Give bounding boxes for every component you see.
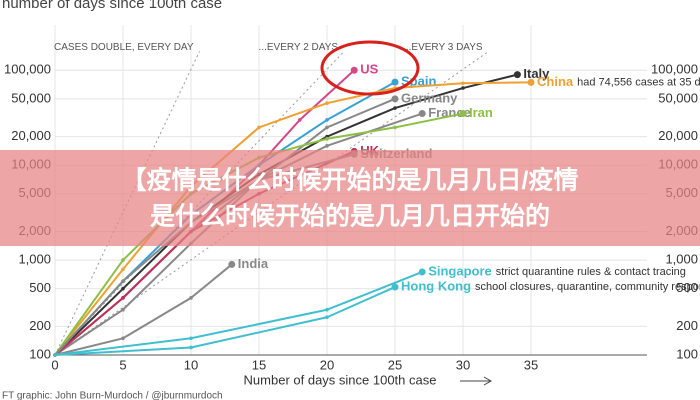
point bbox=[325, 307, 329, 312]
y-tick-label: 200 bbox=[676, 318, 698, 333]
x-tick-label: 15 bbox=[252, 357, 266, 372]
point bbox=[527, 78, 535, 86]
banner-text: 是什么时候开始的是几月几日开始的 bbox=[150, 202, 550, 231]
guide-label: CASES DOUBLE, EVERY DAY bbox=[54, 42, 194, 53]
series-label: Italy bbox=[523, 66, 550, 81]
point bbox=[513, 71, 521, 79]
y-tick-label: 100 bbox=[676, 346, 698, 361]
axis-arrow-head bbox=[483, 376, 493, 386]
point bbox=[121, 258, 125, 262]
y-tick-label: 100,000 bbox=[4, 62, 51, 77]
series-label: Hong Kong bbox=[401, 278, 471, 293]
point bbox=[350, 66, 358, 74]
point bbox=[121, 267, 125, 272]
series-line bbox=[54, 271, 423, 356]
series-label: Iran bbox=[469, 105, 493, 120]
chart-title: number of days since 100th case bbox=[2, 0, 222, 12]
y-tick-label: 100,000 bbox=[651, 62, 698, 77]
y-tick-label: 500 bbox=[29, 280, 51, 295]
y-tick-label: 500 bbox=[676, 280, 698, 295]
y-tick-label: 20,000 bbox=[11, 128, 51, 143]
point bbox=[53, 353, 57, 357]
point bbox=[391, 95, 399, 103]
y-tick-label: 200 bbox=[29, 318, 51, 333]
y-tick-label: 50,000 bbox=[11, 90, 51, 105]
point bbox=[393, 125, 397, 130]
x-tick-label: 30 bbox=[456, 357, 470, 372]
point bbox=[393, 106, 397, 110]
highlight-circle bbox=[320, 40, 420, 96]
point bbox=[298, 118, 302, 122]
point bbox=[325, 315, 329, 320]
point bbox=[121, 279, 125, 283]
series-note: school closures, quarantine, community r… bbox=[475, 281, 700, 293]
point bbox=[325, 125, 329, 130]
point bbox=[189, 336, 193, 341]
point bbox=[228, 260, 236, 268]
series-line bbox=[54, 81, 532, 356]
point bbox=[459, 110, 467, 118]
x-tick-label: 10 bbox=[184, 357, 198, 372]
point bbox=[325, 144, 329, 148]
point bbox=[189, 296, 193, 300]
y-tick-label: 1,000 bbox=[665, 252, 698, 267]
point bbox=[257, 125, 261, 130]
point bbox=[325, 118, 329, 122]
y-tick-label: 50,000 bbox=[658, 90, 698, 105]
series-label: France bbox=[428, 105, 471, 120]
point bbox=[391, 78, 399, 86]
x-tick-label: 20 bbox=[320, 357, 334, 372]
point bbox=[325, 136, 329, 141]
series-label: India bbox=[238, 256, 269, 271]
guide-label: ...EVERY 2 DAYS bbox=[259, 42, 339, 53]
point bbox=[121, 286, 125, 291]
series-label: US bbox=[360, 62, 378, 77]
series-note: had 74,556 cases at 35 days bbox=[577, 76, 700, 88]
series-line bbox=[54, 263, 233, 356]
x-axis-label: Number of days since 100th case bbox=[244, 372, 437, 387]
source: FT graphic: John Burn-Murdoch / @jburnmu… bbox=[2, 391, 223, 400]
y-tick-label: 20,000 bbox=[658, 128, 698, 143]
x-tick-label: 35 bbox=[524, 357, 538, 372]
x-tick-label: 25 bbox=[388, 357, 402, 372]
y-tick-label: 100 bbox=[29, 346, 51, 361]
doubling-guide bbox=[54, 51, 200, 356]
series-note: strict quarantine rules & contact tracin… bbox=[496, 266, 686, 278]
series-label: Germany bbox=[401, 90, 458, 105]
y-tick-label: 1,000 bbox=[18, 252, 51, 267]
point bbox=[189, 345, 193, 350]
point bbox=[121, 336, 125, 341]
x-tick-label: 5 bbox=[119, 357, 126, 372]
guide-label: ...EVERY 3 DAYS bbox=[403, 42, 483, 53]
point bbox=[391, 283, 399, 291]
point bbox=[461, 86, 465, 90]
banner-bg bbox=[0, 150, 700, 246]
point bbox=[418, 110, 426, 118]
point bbox=[121, 307, 125, 312]
banner-text: 【疫情是什么时候开始的是几月几日/疫情 bbox=[122, 166, 579, 195]
series-label: China bbox=[537, 74, 574, 89]
series-label: Singapore bbox=[428, 263, 492, 278]
point bbox=[461, 81, 465, 86]
point bbox=[418, 268, 426, 276]
x-tick-label: 0 bbox=[51, 357, 58, 372]
series-line bbox=[54, 286, 396, 356]
point bbox=[325, 101, 329, 105]
point bbox=[121, 296, 125, 300]
